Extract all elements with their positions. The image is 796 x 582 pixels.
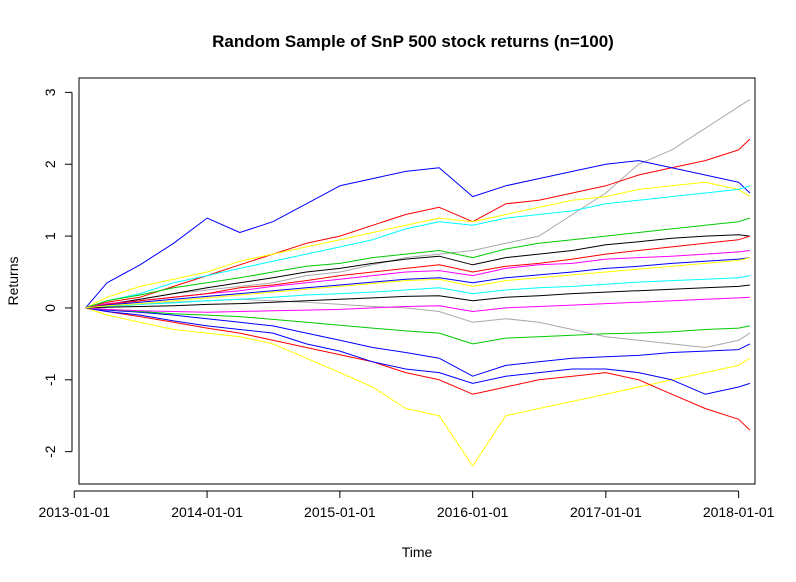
series-line-5 — [85, 185, 751, 309]
x-tick-label-2014-01-01: 2014-01-01 — [171, 504, 243, 520]
x-axis: 2013-01-01 2014-01-01 2015-01-01 2016-01-01… — [38, 490, 775, 520]
series-line-7 — [85, 234, 750, 309]
y-tick-label-1: 1 — [42, 232, 58, 240]
y-tick-label-0: 0 — [42, 304, 58, 312]
x-tick-label-2016-01-01: 2016-01-01 — [437, 504, 509, 520]
y-axis-label: Returns — [5, 256, 21, 305]
y-tick-label-2: 2 — [42, 160, 58, 168]
y-tick-label--2: -2 — [42, 445, 58, 458]
series-line-18 — [85, 296, 750, 313]
y-tick-label--1: -1 — [42, 373, 58, 386]
series-line-10 — [85, 307, 751, 431]
series-line-2 — [85, 138, 751, 309]
series-line-6 — [85, 217, 751, 309]
series-line-13 — [85, 307, 750, 345]
series-line-20 — [85, 257, 751, 309]
series-line-17 — [85, 275, 750, 309]
series-layer — [85, 99, 751, 467]
x-tick-label-2015-01-01: 2015-01-01 — [304, 504, 376, 520]
series-line-12 — [85, 307, 751, 377]
series-line-9 — [85, 307, 751, 467]
series-line-1 — [85, 99, 751, 309]
x-tick-label-2018-01-01: 2018-01-01 — [703, 504, 775, 520]
series-line-11 — [85, 307, 751, 395]
series-line-19 — [85, 284, 750, 309]
x-tick-label-2017-01-01: 2017-01-01 — [570, 504, 642, 520]
plot-frame — [78, 77, 756, 485]
x-axis-label: Time — [402, 544, 433, 560]
series-line-16 — [85, 257, 750, 309]
series-line-4 — [85, 181, 751, 309]
series-line-3 — [85, 160, 751, 309]
y-axis: -2 -1 0 1 2 3 — [42, 88, 73, 458]
series-line-8 — [85, 250, 750, 309]
series-line-15 — [85, 235, 751, 309]
chart-title: Random Sample of SnP 500 stock returns (… — [212, 32, 614, 51]
x-tick-label-2013-01-01: 2013-01-01 — [38, 504, 110, 520]
y-tick-label-3: 3 — [42, 88, 58, 96]
